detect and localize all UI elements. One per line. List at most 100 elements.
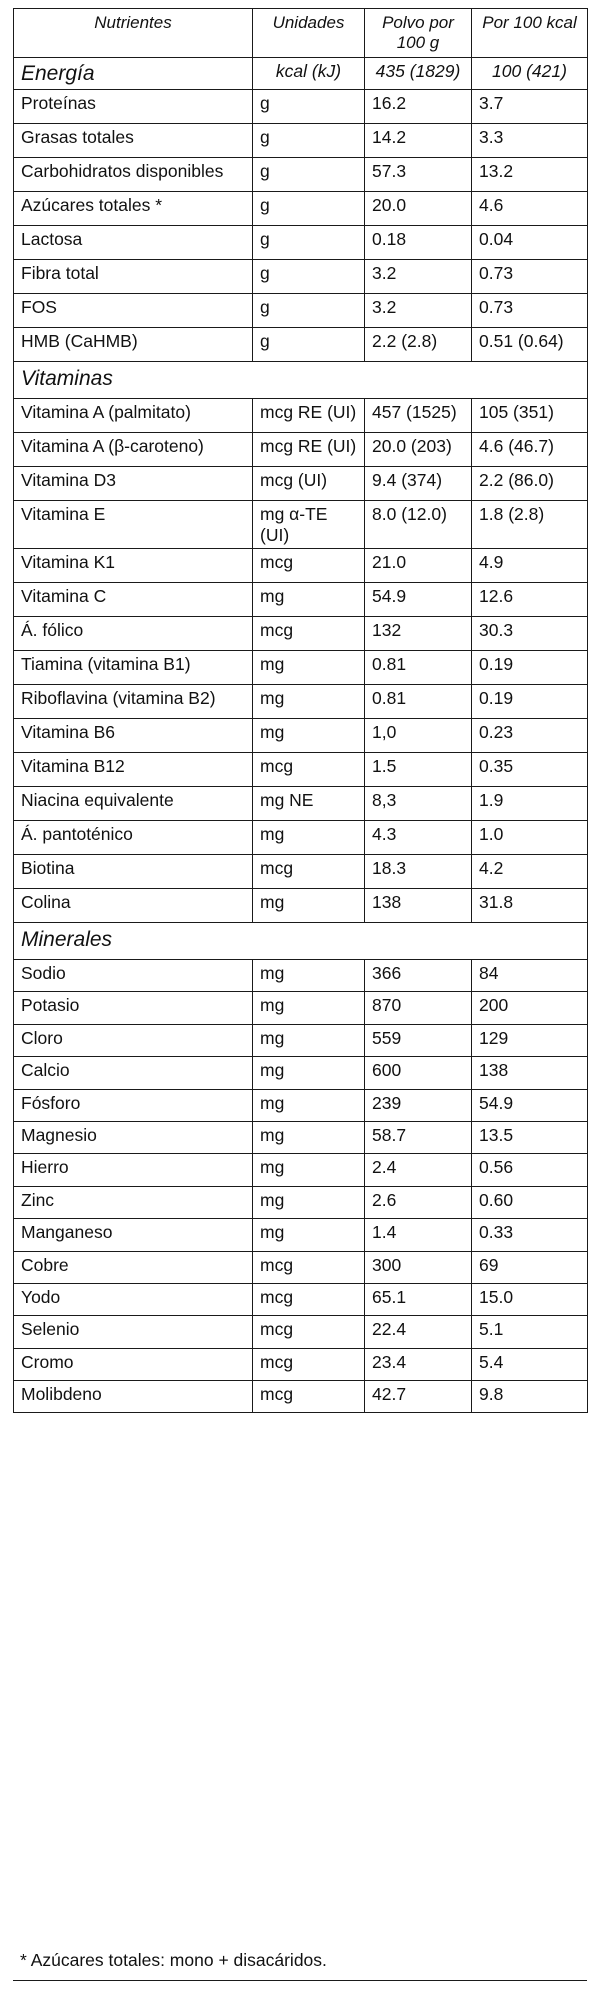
nutrient-name: Vitamina E xyxy=(13,500,253,549)
value-per-100g: 2.6 xyxy=(364,1185,472,1220)
nutrient-name: Fibra total xyxy=(13,259,253,294)
nutrient-unit: mg xyxy=(252,991,365,1025)
value-per-100g: 870 xyxy=(364,991,472,1025)
value-per-100kcal: 12.6 xyxy=(471,582,588,617)
nutrient-unit: mg α-TE (UI) xyxy=(252,500,365,549)
value-per-100kcal: 1.0 xyxy=(471,820,588,855)
nutrient-unit: mcg RE (UI) xyxy=(252,398,365,433)
table-row: Manganeso mg 1.4 0.33 xyxy=(13,1218,588,1252)
nutrient-name: Vitamina K1 xyxy=(13,548,253,583)
header-row: Nutrientes Unidades Polvo por 100 g Por … xyxy=(13,8,588,58)
table-row: Tiamina (vitamina B1) mg 0.81 0.19 xyxy=(13,650,588,685)
table-row: Vitamina K1 mcg 21.0 4.9 xyxy=(13,548,588,583)
value-per-100g: 58.7 xyxy=(364,1120,472,1155)
nutrient-name: Zinc xyxy=(13,1185,253,1220)
table-row: Cobre mcg 300 69 xyxy=(13,1250,588,1284)
value-per-100g: 1,0 xyxy=(364,718,472,753)
nutrient-unit: g xyxy=(252,123,365,158)
table-row: Vitamina D3 mcg (UI) 9.4 (374) 2.2 (86.0) xyxy=(13,466,588,501)
nutrient-name: Cloro xyxy=(13,1023,253,1058)
value-per-100kcal: 0.19 xyxy=(471,684,588,719)
nutrient-unit: mg xyxy=(252,1088,365,1122)
value-per-100kcal: 84 xyxy=(471,958,588,993)
value-per-100g: 23.4 xyxy=(364,1347,472,1382)
value-per-100g: 65.1 xyxy=(364,1282,472,1317)
nutrient-unit: mg xyxy=(252,888,365,923)
value-per-100g: 9.4 (374) xyxy=(364,466,472,501)
nutrient-unit: g xyxy=(252,89,365,124)
nutrient-name: Azúcares totales * xyxy=(13,191,253,226)
value-per-100g: 2.2 (2.8) xyxy=(364,327,472,362)
value-per-100kcal: 138 xyxy=(471,1056,588,1090)
nutrient-name: Fósforo xyxy=(13,1088,253,1122)
value-per-100g: 8.0 (12.0) xyxy=(364,500,472,549)
table-row: Fósforo mg 239 54.9 xyxy=(13,1088,588,1122)
section-row: Vitaminas xyxy=(13,361,588,399)
nutrient-name: Á. fólico xyxy=(13,616,253,651)
nutrient-unit: mcg xyxy=(252,548,365,583)
nutrient-unit: mcg xyxy=(252,1315,365,1349)
value-per-100kcal: 4.6 xyxy=(471,191,588,226)
nutrient-unit: mcg xyxy=(252,616,365,651)
nutrient-unit: mg xyxy=(252,684,365,719)
table-row: Riboflavina (vitamina B2) mg 0.81 0.19 xyxy=(13,684,588,719)
table-row: Potasio mg 870 200 xyxy=(13,991,588,1025)
table-row: Vitamina B6 mg 1,0 0.23 xyxy=(13,718,588,753)
energy-per-100kcal: 100 (421) xyxy=(471,57,588,90)
value-per-100kcal: 0.35 xyxy=(471,752,588,787)
nutrient-name: Proteínas xyxy=(13,89,253,124)
value-per-100g: 14.2 xyxy=(364,123,472,158)
nutrient-unit: mg xyxy=(252,1056,365,1090)
energy-row: Energía kcal (kJ) 435 (1829) 100 (421) xyxy=(13,57,588,90)
nutrient-unit: mcg xyxy=(252,1347,365,1382)
nutrient-unit: mg xyxy=(252,1120,365,1155)
table-row: Vitamina A (palmitato) mcg RE (UI) 457 (15… xyxy=(13,398,588,433)
value-per-100kcal: 4.6 (46.7) xyxy=(471,432,588,467)
table-row: Calcio mg 600 138 xyxy=(13,1056,588,1090)
nutrient-unit: g xyxy=(252,327,365,362)
value-per-100g: 57.3 xyxy=(364,157,472,192)
table-row: Azúcares totales * g 20.0 4.6 xyxy=(13,191,588,226)
nutrient-name: Grasas totales xyxy=(13,123,253,158)
table-row: Cromo mcg 23.4 5.4 xyxy=(13,1347,588,1382)
table-row: Colina mg 138 31.8 xyxy=(13,888,588,923)
value-per-100kcal: 5.4 xyxy=(471,1347,588,1382)
value-per-100kcal: 0.33 xyxy=(471,1218,588,1252)
nutrient-name: Yodo xyxy=(13,1282,253,1317)
nutrient-unit: g xyxy=(252,293,365,328)
nutrient-unit: mg xyxy=(252,1218,365,1252)
value-per-100g: 3.2 xyxy=(364,293,472,328)
value-per-100kcal: 31.8 xyxy=(471,888,588,923)
table-row: Á. pantoténico mg 4.3 1.0 xyxy=(13,820,588,855)
nutrient-name: Selenio xyxy=(13,1315,253,1349)
value-per-100g: 16.2 xyxy=(364,89,472,124)
value-per-100kcal: 0.19 xyxy=(471,650,588,685)
value-per-100kcal: 1.8 (2.8) xyxy=(471,500,588,549)
value-per-100g: 0.81 xyxy=(364,684,472,719)
value-per-100g: 54.9 xyxy=(364,582,472,617)
nutrient-name: Manganeso xyxy=(13,1218,253,1252)
value-per-100kcal: 200 xyxy=(471,991,588,1025)
nutrient-name: Hierro xyxy=(13,1153,253,1187)
nutrient-unit: mg xyxy=(252,718,365,753)
value-per-100g: 1.4 xyxy=(364,1218,472,1252)
nutrient-name: Cobre xyxy=(13,1250,253,1284)
value-per-100kcal: 129 xyxy=(471,1023,588,1058)
value-per-100kcal: 4.9 xyxy=(471,548,588,583)
value-per-100g: 18.3 xyxy=(364,854,472,889)
section-row: Minerales xyxy=(13,922,588,960)
nutrient-unit: g xyxy=(252,225,365,260)
value-per-100g: 21.0 xyxy=(364,548,472,583)
table-row: Vitamina A (β-caroteno) mcg RE (UI) 20.0 (… xyxy=(13,432,588,467)
nutrient-unit: mcg xyxy=(252,1380,365,1414)
nutrient-name: Vitamina B6 xyxy=(13,718,253,753)
value-per-100g: 4.3 xyxy=(364,820,472,855)
value-per-100kcal: 9.8 xyxy=(471,1380,588,1414)
value-per-100g: 8,3 xyxy=(364,786,472,821)
table-row: Cloro mg 559 129 xyxy=(13,1023,588,1058)
value-per-100g: 42.7 xyxy=(364,1380,472,1414)
value-per-100kcal: 0.56 xyxy=(471,1153,588,1187)
value-per-100g: 138 xyxy=(364,888,472,923)
energy-label: Energía xyxy=(13,57,253,90)
nutrient-unit: mg xyxy=(252,1023,365,1058)
